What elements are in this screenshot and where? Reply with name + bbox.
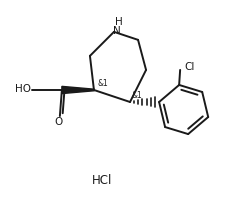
Text: Cl: Cl <box>184 62 194 72</box>
Text: &1: &1 <box>132 91 142 100</box>
Text: O: O <box>55 117 63 127</box>
Text: HCl: HCl <box>92 174 112 187</box>
Text: H: H <box>115 18 123 27</box>
Text: N: N <box>113 26 120 36</box>
Text: HO: HO <box>15 84 31 94</box>
Polygon shape <box>62 86 94 94</box>
Text: &1: &1 <box>97 79 108 88</box>
